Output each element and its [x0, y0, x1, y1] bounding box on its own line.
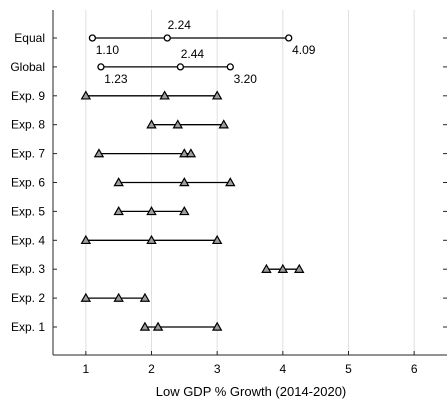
data-point-triangle: [113, 292, 124, 302]
y-tick-label: Exp. 7: [11, 147, 45, 161]
x-tick-label: 5: [345, 362, 352, 376]
data-point-triangle: [211, 234, 223, 245]
data-label: 1.23: [104, 72, 128, 86]
data-point-circle: [88, 34, 97, 42]
data-label: 1.10: [96, 43, 120, 57]
data-point-triangle: [146, 119, 157, 129]
data-point-triangle: [80, 292, 92, 302]
data-point-triangle: [93, 148, 105, 158]
data-point-triangle: [139, 292, 151, 302]
data-point-triangle: [277, 263, 289, 273]
x-axis-title: Low GDP % Growth (2014-2020): [156, 384, 347, 399]
data-point-triangle: [80, 90, 92, 100]
data-point-triangle: [211, 321, 223, 331]
data-point-circle: [176, 63, 185, 71]
y-tick-label: Exp. 9: [11, 89, 45, 103]
data-point-triangle: [294, 263, 305, 273]
data-point-triangle: [146, 234, 157, 245]
x-tick-label: 2: [148, 362, 155, 376]
y-tick-label: Exp. 2: [11, 291, 45, 305]
data-point-circle: [226, 63, 234, 71]
data-point-circle: [163, 34, 171, 42]
x-tick-label: 3: [214, 362, 221, 376]
data-point-triangle: [261, 263, 272, 273]
data-point-triangle: [80, 234, 92, 245]
data-point-triangle: [113, 177, 124, 187]
x-tick-label: 4: [279, 362, 286, 376]
data-label: 3.20: [234, 72, 258, 86]
x-tick-label: 1: [82, 362, 89, 376]
y-tick-label: Exp. 6: [11, 176, 45, 190]
data-point-triangle: [159, 90, 170, 100]
data-label: 2.44: [181, 47, 205, 61]
y-tick-label: Exp. 8: [11, 118, 45, 132]
data-point-triangle: [172, 119, 184, 129]
data-point-triangle: [179, 148, 190, 158]
data-point-triangle: [179, 177, 190, 187]
data-series: [80, 34, 305, 331]
data-point-triangle: [179, 205, 190, 216]
y-tick-label: Exp. 5: [11, 204, 45, 218]
data-point-triangle: [139, 321, 151, 331]
x-tick-label: 6: [411, 362, 418, 376]
data-label: 4.09: [292, 43, 316, 57]
data-point-triangle: [225, 177, 236, 187]
y-tick-label: Global: [10, 60, 45, 74]
data-point-triangle: [211, 90, 223, 100]
labels: 1 2 3 4 5 6 Equal Global Exp. 9 Exp. 8 Exp. 7 Exp. …: [10, 18, 418, 376]
y-tick-label: Exp. 4: [11, 233, 45, 247]
data-point-circle: [285, 34, 293, 42]
data-point-circle: [97, 63, 105, 71]
data-point-triangle: [152, 321, 164, 331]
axes: [52, 10, 447, 356]
data-label: 2.24: [168, 18, 192, 32]
y-tick-label: Exp. 1: [11, 320, 45, 334]
y-tick-label: Exp. 3: [11, 262, 45, 276]
data-point-triangle: [185, 148, 197, 158]
y-tick-label: Equal: [14, 31, 45, 45]
data-point-triangle: [146, 205, 157, 216]
data-point-triangle: [218, 119, 229, 129]
data-point-triangle: [113, 205, 124, 216]
